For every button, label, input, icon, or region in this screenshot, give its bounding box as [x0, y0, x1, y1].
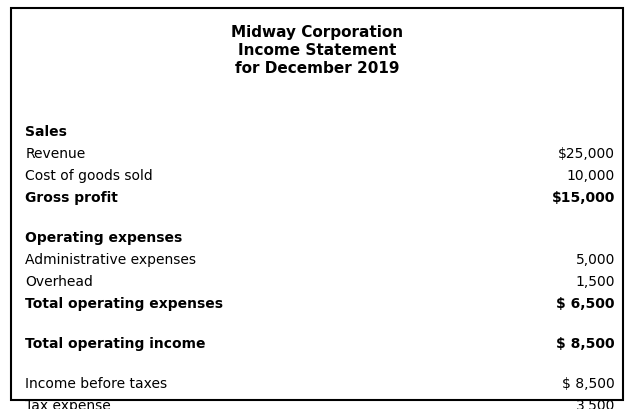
Text: Cost of goods sold: Cost of goods sold — [25, 169, 153, 182]
Text: Administrative expenses: Administrative expenses — [25, 252, 197, 266]
Text: 3,500: 3,500 — [576, 398, 615, 409]
Text: $ 8,500: $ 8,500 — [557, 336, 615, 350]
Text: Operating expenses: Operating expenses — [25, 230, 183, 245]
Text: Income before taxes: Income before taxes — [25, 376, 167, 390]
Text: 10,000: 10,000 — [567, 169, 615, 182]
Text: Income Statement: Income Statement — [238, 43, 396, 58]
Text: Total operating income: Total operating income — [25, 336, 206, 350]
Text: 5,000: 5,000 — [576, 252, 615, 266]
Text: $ 8,500: $ 8,500 — [562, 376, 615, 390]
Text: for December 2019: for December 2019 — [235, 61, 399, 76]
Text: 1,500: 1,500 — [576, 274, 615, 288]
Text: Tax expense: Tax expense — [25, 398, 111, 409]
Text: Gross profit: Gross profit — [25, 191, 118, 204]
Text: Total operating expenses: Total operating expenses — [25, 296, 223, 310]
Text: Midway Corporation: Midway Corporation — [231, 25, 403, 40]
Text: $15,000: $15,000 — [552, 191, 615, 204]
Text: $25,000: $25,000 — [558, 147, 615, 161]
Text: Sales: Sales — [25, 125, 67, 139]
Text: Revenue: Revenue — [25, 147, 86, 161]
Text: $ 6,500: $ 6,500 — [557, 296, 615, 310]
Text: Overhead: Overhead — [25, 274, 93, 288]
